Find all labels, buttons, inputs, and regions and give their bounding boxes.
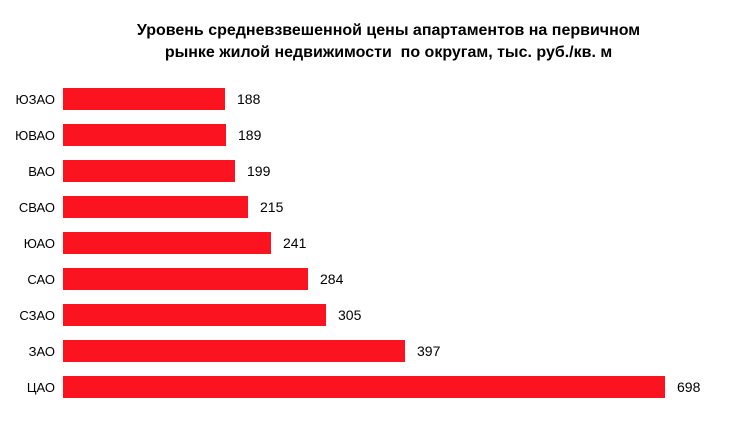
chart-row: СВАО 215 <box>0 196 735 218</box>
chart-title: Уровень средневзвешенной цены апартамент… <box>136 22 641 61</box>
chart-row: ВАО 199 <box>0 160 735 182</box>
bar-ЮАО <box>63 232 271 254</box>
category-label: СВАО <box>18 199 55 215</box>
category-label: ЗАО <box>28 343 55 359</box>
value-label: 215 <box>260 199 284 215</box>
bar-САО <box>63 268 308 290</box>
chart-row: ЗАО 397 <box>0 340 735 362</box>
chart-row: ЮЗАО 188 <box>0 88 735 110</box>
value-label: 189 <box>238 127 262 143</box>
chart-row: ЮВАО 189 <box>0 124 735 146</box>
bar-СВАО <box>63 196 248 218</box>
bar-ЮЗАО <box>63 88 225 110</box>
chart-row: СЗАО 305 <box>0 304 735 326</box>
category-label: СЗАО <box>19 307 55 323</box>
value-label: 698 <box>677 379 701 395</box>
chart-plot-area: ЮЗАО 188 ЮВАО 189 ВАО 199 СВАО 215 ЮАО 241 САО 284 С… <box>0 88 735 398</box>
value-label: 199 <box>247 163 271 179</box>
value-label: 284 <box>320 271 344 287</box>
bar-ЦАО <box>63 376 665 398</box>
bar-ВАО <box>63 160 235 182</box>
chart-row: САО 284 <box>0 268 735 290</box>
chart-row: ЮАО 241 <box>0 232 735 254</box>
category-label: ЮАО <box>23 235 55 251</box>
value-label: 241 <box>283 235 307 251</box>
category-label: САО <box>27 271 55 287</box>
bar-ЗАО <box>63 340 405 362</box>
category-label: ЮЗАО <box>15 91 55 107</box>
value-label: 305 <box>338 307 362 323</box>
category-label: ЦАО <box>26 379 55 395</box>
bar-СЗАО <box>63 304 326 326</box>
category-label: ВАО <box>28 163 55 179</box>
chart-row: ЦАО 698 <box>0 376 735 398</box>
value-label: 397 <box>417 343 441 359</box>
value-label: 188 <box>237 91 261 107</box>
category-label: ЮВАО <box>15 127 55 143</box>
bar-ЮВАО <box>63 124 226 146</box>
